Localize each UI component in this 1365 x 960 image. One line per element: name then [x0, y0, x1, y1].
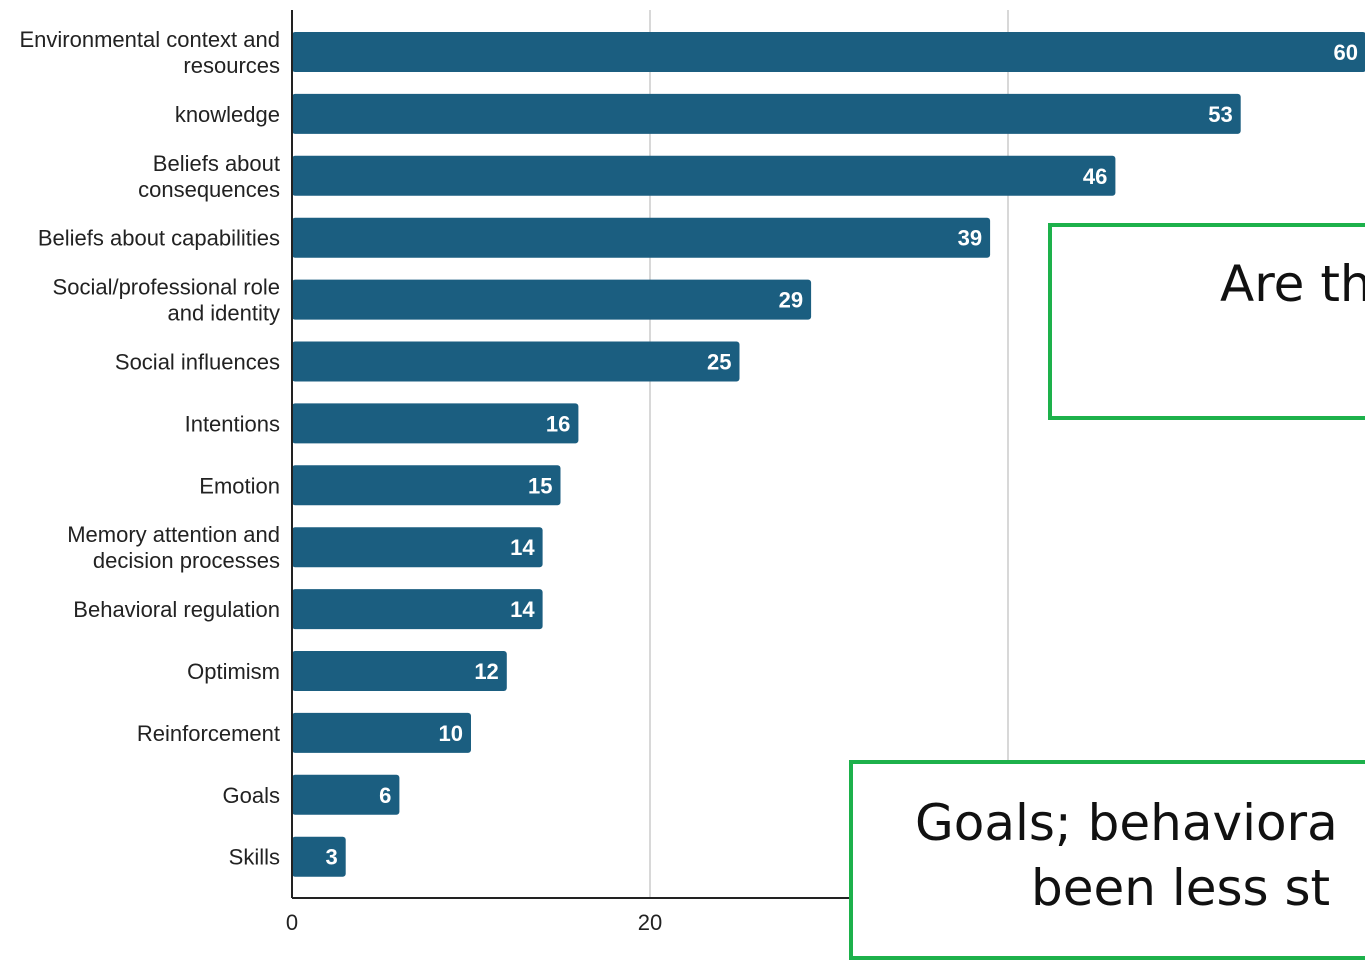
category-label: Skills: [229, 845, 280, 870]
value-label: 39: [958, 226, 982, 251]
bar: [292, 32, 1365, 72]
category-labels: Environmental context and resources knowle…: [20, 27, 281, 870]
bars: [292, 32, 1365, 877]
bar: [292, 279, 812, 320]
bar: [292, 93, 1241, 134]
category-label: Social/professional role and identity: [53, 275, 280, 326]
category-label: Emotion: [199, 473, 280, 498]
bar: [292, 651, 507, 691]
value-label: 14: [510, 597, 535, 622]
category-label: Intentions: [185, 411, 280, 436]
value-label: 29: [779, 288, 803, 313]
category-label: Goals: [223, 783, 280, 808]
callout-box-bottom: Goals; behaviora been less st: [849, 760, 1365, 960]
bar: [292, 155, 1116, 196]
value-label: 46: [1083, 164, 1107, 189]
callout-bottom-line-2: been less st: [1031, 859, 1331, 917]
value-label: 53: [1208, 102, 1232, 127]
bar: [292, 403, 579, 444]
bar: [292, 341, 740, 382]
value-label: 10: [439, 721, 463, 746]
category-label: Memory attention and decision processes: [67, 522, 280, 573]
callout-box-top: Are th: [1048, 223, 1365, 420]
bar: [292, 217, 991, 258]
category-label: Social influences: [115, 350, 280, 375]
value-label: 16: [546, 411, 570, 436]
callout-bottom-line-1: Goals; behaviora: [915, 794, 1338, 852]
bar: [292, 712, 471, 753]
value-label: 12: [474, 659, 498, 684]
category-label: Reinforcement: [137, 721, 280, 746]
value-label: 15: [528, 473, 552, 498]
value-label: 60: [1334, 40, 1358, 65]
category-label: Beliefs about consequences: [138, 151, 280, 202]
category-label: Environmental context and resources: [20, 27, 281, 78]
bar: [292, 527, 543, 568]
value-labels: 60 53 46 39 29 25 16 15 14 14 12 10 6 3: [325, 40, 1358, 870]
category-label: Beliefs about capabilities: [38, 226, 280, 251]
x-tick-labels: 0 20: [286, 910, 662, 935]
bar: [292, 589, 543, 630]
x-tick-label: 20: [638, 910, 662, 935]
bar: [292, 836, 346, 877]
category-label: Optimism: [187, 659, 280, 684]
x-tick-label: 0: [286, 910, 298, 935]
callout-top-text: Are th: [1220, 255, 1365, 313]
bar: [292, 774, 400, 815]
category-label: knowledge: [175, 102, 280, 127]
value-label: 6: [379, 783, 391, 808]
bar: [292, 465, 561, 506]
category-label: Behavioral regulation: [73, 597, 280, 622]
bar-chart: Environmental context and resources knowle…: [20, 10, 1365, 935]
value-label: 3: [325, 845, 337, 870]
value-label: 14: [510, 535, 535, 560]
value-label: 25: [707, 350, 731, 375]
